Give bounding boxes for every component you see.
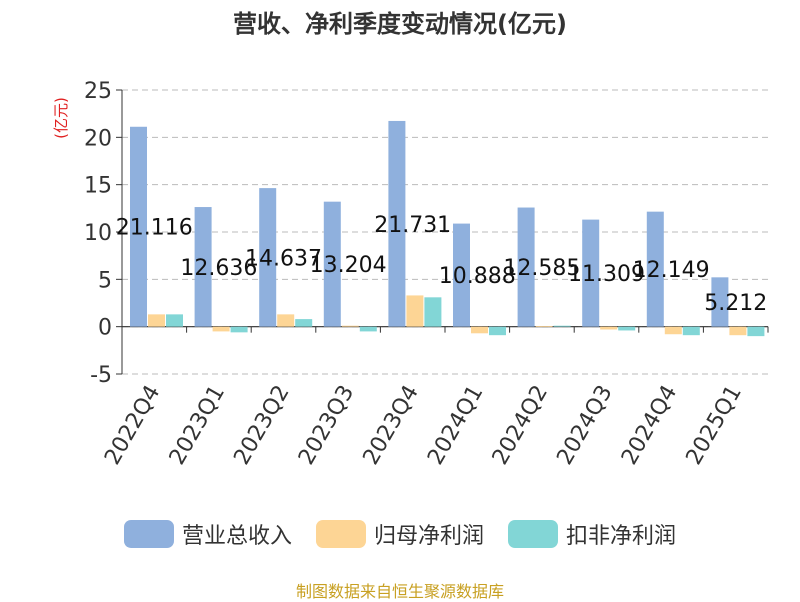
legend-label-net-profit-parent: 归母净利润 [373, 524, 484, 549]
data-label-revenue: 14.637 [245, 246, 322, 271]
bar-chart: -5 0 5 10 15 20 25 (亿元) 21.116 12.63614.63713.204… [52, 79, 769, 469]
data-label-revenue: 12.585 [503, 256, 580, 281]
x-tick-label: 2025Q1 [682, 381, 747, 469]
data-label-revenue: 21.731 [374, 213, 451, 238]
legend-label-revenue: 营业总收入 [181, 524, 292, 549]
bar-series-0 [130, 126, 147, 327]
x-tick-label: 2023Q3 [294, 381, 359, 469]
y-tick-label: 10 [84, 221, 112, 246]
bar-series-0 [194, 207, 212, 327]
y-tick-label: 20 [84, 126, 112, 151]
bar-series-0 [711, 277, 729, 327]
legend-swatch-net-profit-deducted [508, 520, 558, 548]
x-tick-label: 2023Q1 [165, 381, 230, 469]
y-tick-label: -5 [90, 363, 112, 388]
x-tick-label: 2023Q2 [229, 381, 294, 469]
x-tick-label: 2024Q2 [488, 381, 553, 469]
bar-series-2 [682, 326, 700, 336]
bar-series-2 [489, 326, 506, 336]
bar-series-2 [230, 326, 248, 333]
bar-series-0 [582, 219, 600, 327]
x-tick-label: 2024Q3 [552, 381, 617, 469]
bar-series-1 [535, 326, 553, 327]
bar-series-1 [471, 326, 488, 334]
legend-swatch-revenue [123, 520, 174, 548]
legend-item-revenue[interactable]: 营业总收入 [123, 518, 292, 550]
bar-series-1 [664, 326, 682, 335]
data-label-revenue: 21.116 [116, 216, 193, 241]
y-tick-label: 15 [84, 174, 112, 199]
source-note: 制图数据来自恒生聚源数据库 [295, 582, 504, 601]
bar-series-2 [618, 326, 636, 331]
bar-series-0 [453, 223, 470, 327]
x-tick-label: 2024Q1 [423, 381, 488, 469]
data-label-revenue: 5.212 [704, 291, 767, 316]
bar-series-0 [388, 120, 406, 327]
bar-series-2 [424, 297, 442, 327]
x-tick-label: 2023Q4 [359, 381, 424, 469]
x-tick-label: 2022Q4 [100, 381, 165, 469]
y-axis-label: (亿元) [52, 97, 70, 139]
bar-series-1 [212, 326, 230, 332]
y-tick-label: 5 [98, 268, 112, 293]
bar-series-2 [359, 326, 377, 332]
legend-swatch-net-profit-parent [315, 520, 366, 548]
bar-series-2 [553, 325, 571, 327]
bar-series-1 [600, 326, 618, 330]
data-label-revenue: 12.636 [180, 256, 257, 281]
legend-item-net-profit-parent[interactable]: 归母净利润 [315, 518, 484, 550]
data-label-revenue: 10.888 [439, 264, 516, 289]
bar-series-2 [295, 319, 313, 327]
legend-label-net-profit-deducted: 扣非净利润 [566, 524, 677, 549]
bar-series-1 [406, 295, 424, 327]
y-tick-label: 0 [98, 316, 112, 341]
bar-series-0 [646, 211, 664, 327]
legend-item-net-profit-deducted[interactable]: 扣非净利润 [508, 518, 676, 550]
bar-series-1 [277, 314, 295, 327]
bar-series-0 [517, 207, 535, 327]
bar-series-1 [341, 325, 359, 327]
bar-series-2 [166, 314, 183, 327]
y-tick-label: 25 [84, 79, 112, 104]
bar-series-2 [747, 326, 765, 337]
chart-title: 营收、净利季度变动情况(亿元) [233, 10, 567, 38]
data-label-revenue: 13.204 [310, 253, 387, 278]
legend: 营业总收入 归母净利润 扣非净利润 [0, 518, 800, 550]
bar-series-1 [729, 326, 747, 336]
x-tick-label: 2024Q4 [617, 381, 682, 469]
bar-series-1 [148, 314, 165, 327]
bar-series-0 [323, 201, 341, 327]
bar-series-0 [259, 188, 277, 327]
data-label-revenue: 11.309 [568, 262, 645, 287]
data-label-revenue: 12.149 [633, 258, 710, 283]
